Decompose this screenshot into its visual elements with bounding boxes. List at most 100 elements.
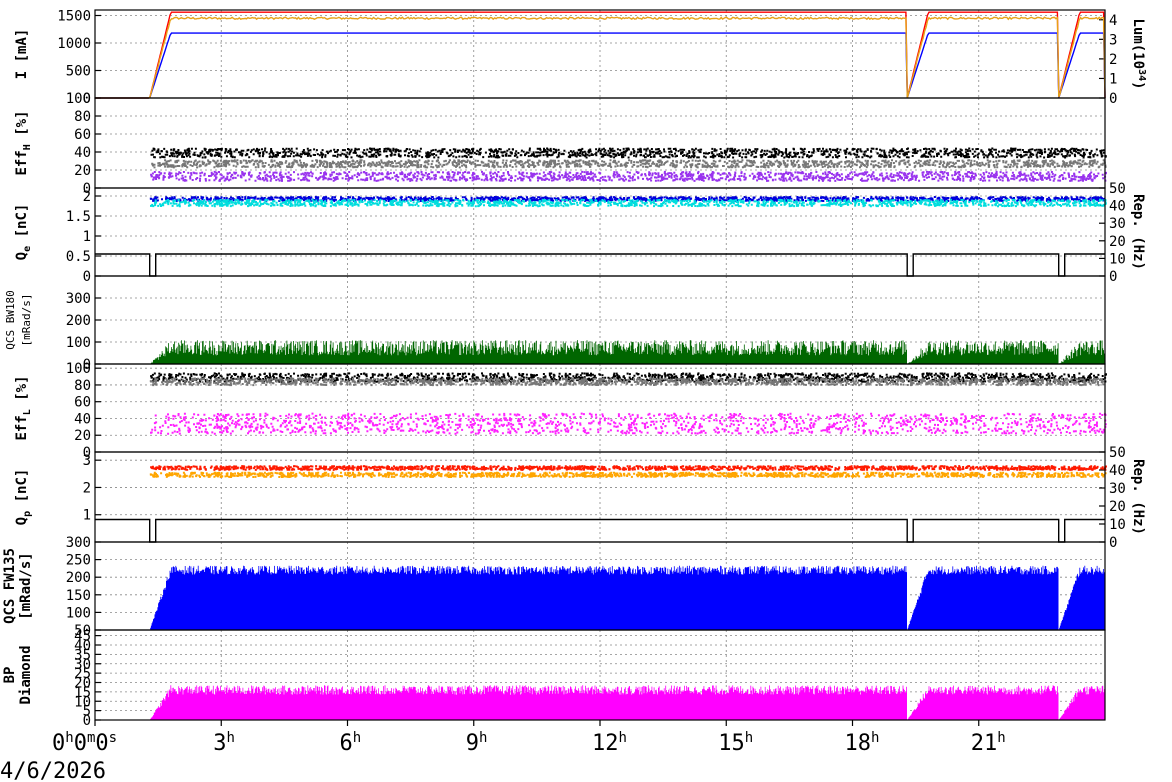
y-tick-label: 30 (74, 657, 91, 673)
y-right-tick-label: 50 (1109, 181, 1126, 197)
y-axis-title: I [mA] (14, 29, 30, 80)
y-tick-label: 35 (74, 647, 91, 663)
y-tick-label: 25 (74, 666, 91, 682)
y-right-tick-label: 0 (1109, 269, 1117, 285)
y-tick-label: 300 (66, 291, 91, 307)
y-axis-title: EffL [%] (14, 375, 33, 440)
y-right-tick-label: 10 (1109, 251, 1126, 267)
y-axis-title: EffH [%] (14, 110, 33, 175)
y-tick-label: 5 (83, 704, 91, 720)
y-axis-title: QCS FW135 (2, 548, 18, 624)
y-right-tick-label: 40 (1109, 199, 1126, 215)
y-tick-label: 250 (66, 553, 91, 569)
y-tick-label: 1 (83, 229, 91, 245)
y-tick-label: 40 (74, 638, 91, 654)
series-qe-0 (149, 196, 1106, 202)
date-label: 4/6/2026 (0, 759, 106, 782)
series-current-2 (95, 16, 1106, 99)
y-tick-label: 1000 (57, 36, 91, 52)
y-right-tick-label: 30 (1109, 481, 1126, 497)
series-current-0 (95, 11, 1106, 99)
y-right-tick-label: 40 (1109, 463, 1126, 479)
y-axis-title: QCS BW180 (4, 290, 17, 350)
y-right-tick-label: 20 (1109, 234, 1126, 250)
y-tick-label: 300 (66, 535, 91, 551)
x-tick-label: 15h (718, 730, 753, 756)
y-right-tick-label: 4 (1109, 13, 1117, 29)
y-tick-label: 60 (74, 127, 91, 143)
y-tick-label: 200 (66, 570, 91, 586)
series-current-1 (95, 32, 1106, 99)
y-tick-label: 0 (83, 91, 91, 107)
y-tick-label: 20 (74, 676, 91, 692)
panel-effh: 0 20 40 60 80 100 EffH [%] (14, 91, 1108, 197)
y-axis-title-line2: Diamond (18, 645, 34, 704)
y-right-tick-label: 50 (1109, 445, 1126, 461)
y-right-axis-title: Rep. (Hz) (1130, 194, 1146, 270)
x-tick-label: 12h (592, 730, 627, 756)
y-tick-label: 1500 (57, 9, 91, 25)
y-right-axis-title: Lum(1034) (1130, 18, 1147, 89)
y-tick-label: 20 (74, 428, 91, 444)
y-axis-title-line2: [mRad/s] (18, 552, 34, 619)
y-tick-label: 40 (74, 145, 91, 161)
panel-current: 0 500 1000 1500 0 1 2 3 4 I [mA] Lum(1034) (14, 9, 1147, 108)
series-effh-0 (150, 147, 1107, 159)
y-tick-label: 15 (74, 685, 91, 701)
y-tick-label: 3 (83, 453, 91, 469)
x-tick-label: 6h (340, 730, 362, 756)
series-effl-1 (149, 377, 1106, 387)
series-effl-2 (150, 412, 1107, 435)
y-tick-label: 2 (83, 189, 91, 205)
y-right-axis-title: Rep. (Hz) (1130, 459, 1146, 535)
series-qp-1 (149, 471, 1107, 478)
y-axis-title: BP (2, 667, 18, 684)
series-bw180-0 (149, 340, 1105, 364)
y-tick-label: 100 (66, 361, 91, 377)
series-bp-0 (149, 685, 1105, 720)
y-right-tick-label: 0 (1109, 91, 1117, 107)
series-fw135-0 (149, 565, 1105, 630)
series-qe-1 (150, 198, 1107, 208)
y-tick-label: 2 (83, 480, 91, 496)
y-right-tick-label: 10 (1109, 517, 1126, 533)
y-right-tick-label: 30 (1109, 216, 1126, 232)
series-qp-0 (150, 465, 1108, 471)
y-right-tick-label: 0 (1109, 535, 1117, 551)
y-axis-title-line2: [mRad/s] (20, 294, 33, 347)
panel-frame (94, 363, 1106, 453)
y-axis-title: Qp [nC] (14, 469, 33, 526)
y-tick-label: 100 (66, 605, 91, 621)
y-right-tick-label: 2 (1109, 52, 1117, 68)
panel-frame (94, 9, 1106, 99)
y-tick-label: 500 (66, 64, 91, 80)
x-tick-label: 9h (466, 730, 488, 756)
y-tick-label: 0.5 (66, 249, 91, 265)
y-right-tick-label: 20 (1109, 499, 1126, 515)
y-tick-label: 100 (66, 335, 91, 351)
y-tick-label: 0 (83, 357, 91, 373)
y-tick-label: 0 (83, 181, 91, 197)
y-right-tick-label: 1 (1109, 71, 1117, 87)
y-tick-label: 80 (74, 378, 91, 394)
x-tick-label: 21h (971, 730, 1006, 756)
y-tick-label: 80 (74, 109, 91, 125)
y-tick-label: 60 (74, 395, 91, 411)
y-axis-title: Qe [nC] (14, 204, 33, 261)
series-effh-2 (150, 170, 1108, 182)
time-axis: 0h0m0s 3h 6h 9h 12h 15h 18h 21h (52, 720, 1006, 756)
series-effl-0 (150, 372, 1108, 383)
series-effh-1 (151, 159, 1107, 169)
x-tick-label: 18h (845, 730, 880, 756)
y-tick-label: 0 (83, 269, 91, 285)
y-tick-label: 45 (74, 629, 91, 645)
y-tick-label: 0 (83, 713, 91, 729)
y-tick-label: 40 (74, 411, 91, 427)
